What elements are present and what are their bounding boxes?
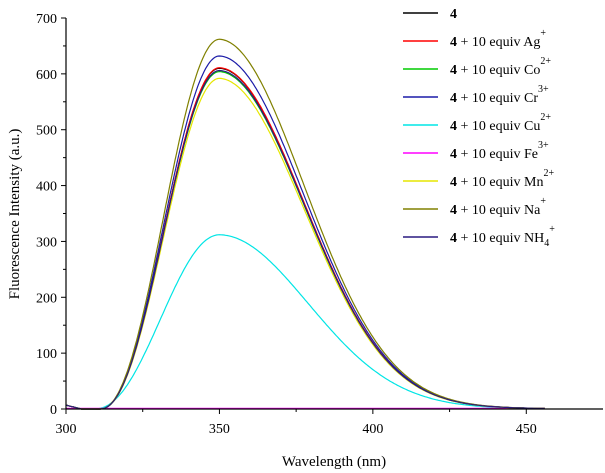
y-tick-label: 700 (36, 12, 57, 27)
legend-label-0: 4 (450, 7, 457, 22)
plot-lines (65, 38, 545, 410)
legend-label-4: 4 + 10 equiv Cu2+ (450, 112, 551, 134)
legend-label-6: 4 + 10 equiv Mn2+ (450, 168, 554, 190)
y-tick-label: 300 (36, 235, 57, 250)
x-tick-label: 400 (362, 422, 383, 437)
x-tick-label: 450 (516, 422, 537, 437)
x-tick-label: 300 (56, 422, 77, 437)
series-line-8 (65, 69, 545, 410)
ticks: 300 350 400 450 0 100 200 300 400 500 600 700 (36, 12, 537, 437)
series-line-4 (65, 234, 545, 410)
y-tick-label: 0 (50, 403, 57, 418)
y-tick-label: 500 (36, 124, 57, 139)
x-axis-title: Wavelength (nm) (282, 454, 386, 470)
y-tick-label: 100 (36, 347, 57, 362)
legend-label-1: 4 + 10 equiv Ag+ (450, 28, 546, 50)
legend-label-3: 4 + 10 equiv Cr3+ (450, 84, 549, 106)
x-tick-label: 350 (209, 422, 230, 437)
legend: 4 4 + 10 equiv Ag+ 4 + 10 equiv Co2+ 4 + 10… (403, 7, 555, 249)
y-axis-title: Fluorescence Intensity (a.u.) (7, 129, 23, 300)
legend-label-8: 4 + 10 equiv NH4+ (450, 224, 555, 249)
y-tick-label: 200 (36, 291, 57, 306)
legend-label-2: 4 + 10 equiv Co2+ (450, 56, 551, 78)
legend-label-5: 4 + 10 equiv Fe3+ (450, 140, 549, 162)
y-tick-label: 600 (36, 68, 57, 83)
legend-label-7: 4 + 10 equiv Na+ (450, 196, 546, 218)
y-tick-label: 400 (36, 180, 57, 195)
